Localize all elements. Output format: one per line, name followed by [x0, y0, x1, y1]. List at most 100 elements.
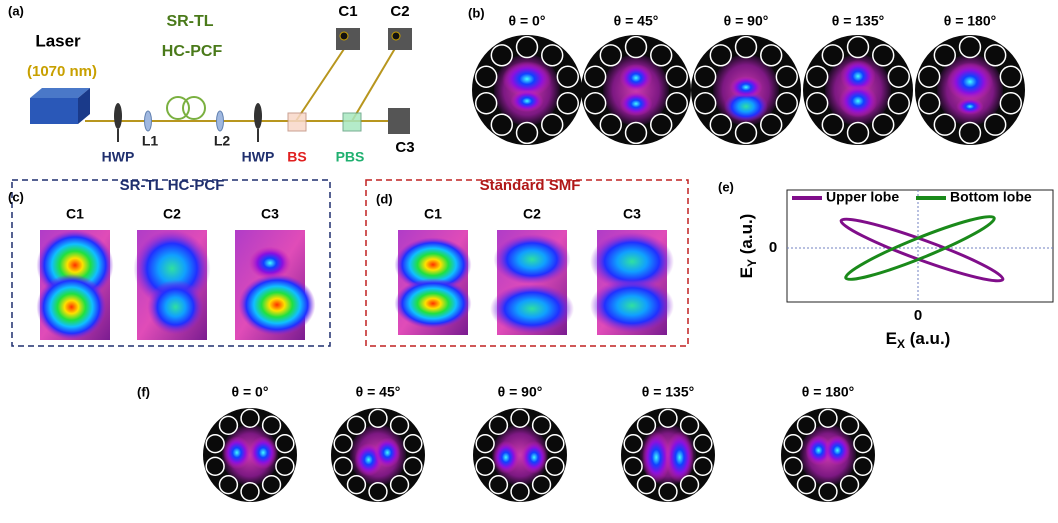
component-label: C1: [338, 3, 357, 20]
angle-label: θ = 90°: [498, 384, 543, 400]
capillary: [585, 66, 606, 87]
capillary: [807, 66, 828, 87]
panel-label: (d): [376, 191, 393, 206]
lens: [217, 111, 224, 131]
capillary: [841, 416, 859, 434]
capillary: [736, 122, 757, 143]
mode-lobe: [493, 441, 519, 474]
capillary: [1000, 66, 1021, 87]
panel-label: (a): [8, 3, 24, 18]
fiber-coil: [183, 97, 205, 119]
mode-image: [472, 35, 582, 145]
camera-image: [37, 230, 114, 340]
component-label: L1: [142, 133, 159, 149]
mode-lobe: [730, 76, 763, 98]
camera: [388, 28, 412, 50]
capillary: [873, 45, 894, 66]
angle-label: θ = 180°: [944, 13, 996, 29]
mode-lobe: [511, 90, 544, 112]
capillary: [241, 409, 259, 427]
panel-title: Standard SMF: [480, 177, 581, 194]
capillary: [542, 114, 563, 135]
camera-label: C2: [163, 206, 181, 222]
capillary: [511, 409, 529, 427]
capillary: [476, 457, 494, 475]
mode-image: [803, 35, 913, 145]
capillary: [710, 114, 731, 135]
intensity-lobe: [239, 274, 316, 336]
capillary: [533, 476, 551, 494]
capillary: [491, 45, 512, 66]
capillary: [206, 457, 224, 475]
capillary: [517, 37, 538, 58]
capillary: [819, 409, 837, 427]
mode-lobe: [223, 436, 251, 469]
capillary: [776, 93, 797, 114]
mode-lobe: [839, 85, 878, 118]
capillary: [638, 476, 656, 494]
capillary: [557, 66, 578, 87]
capillary: [476, 93, 497, 114]
mode-image: [691, 35, 801, 145]
capillary: [511, 483, 529, 501]
capillary: [666, 93, 687, 114]
capillary: [919, 66, 940, 87]
angle-label: θ = 90°: [724, 13, 769, 29]
capillary: [919, 93, 940, 114]
capillary: [276, 435, 294, 453]
axis-label-sub: Y: [745, 259, 759, 267]
tick-label: 0: [769, 239, 777, 256]
capillary: [888, 66, 909, 87]
capillary: [585, 93, 606, 114]
mode-lobe: [620, 92, 653, 116]
capillary: [819, 483, 837, 501]
capillary: [220, 476, 238, 494]
mode-image: [621, 408, 715, 502]
capillary: [798, 416, 816, 434]
capillary: [888, 93, 909, 114]
capillary: [517, 122, 538, 143]
component-label: C2: [390, 3, 409, 20]
panel-label: (f): [137, 384, 150, 399]
legend-label: Upper lobe: [826, 189, 899, 205]
capillary: [710, 45, 731, 66]
angle-label: θ = 0°: [232, 384, 269, 400]
capillary: [206, 435, 224, 453]
plot-frame: [787, 190, 1053, 302]
capillary: [694, 435, 712, 453]
fiber-label: HC-PCF: [162, 43, 223, 60]
capillary: [491, 114, 512, 135]
capillary: [761, 114, 782, 135]
capillary: [542, 45, 563, 66]
capillary: [369, 483, 387, 501]
camera-label: C3: [623, 206, 641, 222]
panel-label: (c): [8, 189, 24, 204]
capillary: [600, 114, 621, 135]
capillary: [695, 66, 716, 87]
capillary: [276, 457, 294, 475]
capillary: [985, 45, 1006, 66]
mode-image: [581, 35, 691, 145]
camera-image: [235, 230, 316, 340]
capillary: [784, 435, 802, 453]
figure: (a) Laser (1070 nm) SR-TL HC-PCF HWP L1 …: [0, 0, 1058, 523]
axis-label-main: E: [737, 267, 756, 278]
capillary: [873, 114, 894, 135]
lens: [145, 111, 152, 131]
beam: [296, 40, 350, 121]
camera-label: C1: [424, 206, 442, 222]
axis-label-unit: (a.u.): [905, 329, 950, 348]
mode-lobe: [956, 98, 984, 115]
capillary: [263, 476, 281, 494]
capillary: [651, 45, 672, 66]
capillary: [934, 114, 955, 135]
axis-label: EY (a.u.): [737, 214, 759, 279]
capillary: [651, 114, 672, 135]
capillary: [334, 435, 352, 453]
capillary: [841, 476, 859, 494]
capillary: [624, 457, 642, 475]
angle-label: θ = 180°: [802, 384, 854, 400]
capillary: [263, 416, 281, 434]
capillary: [854, 435, 872, 453]
capillary: [776, 66, 797, 87]
